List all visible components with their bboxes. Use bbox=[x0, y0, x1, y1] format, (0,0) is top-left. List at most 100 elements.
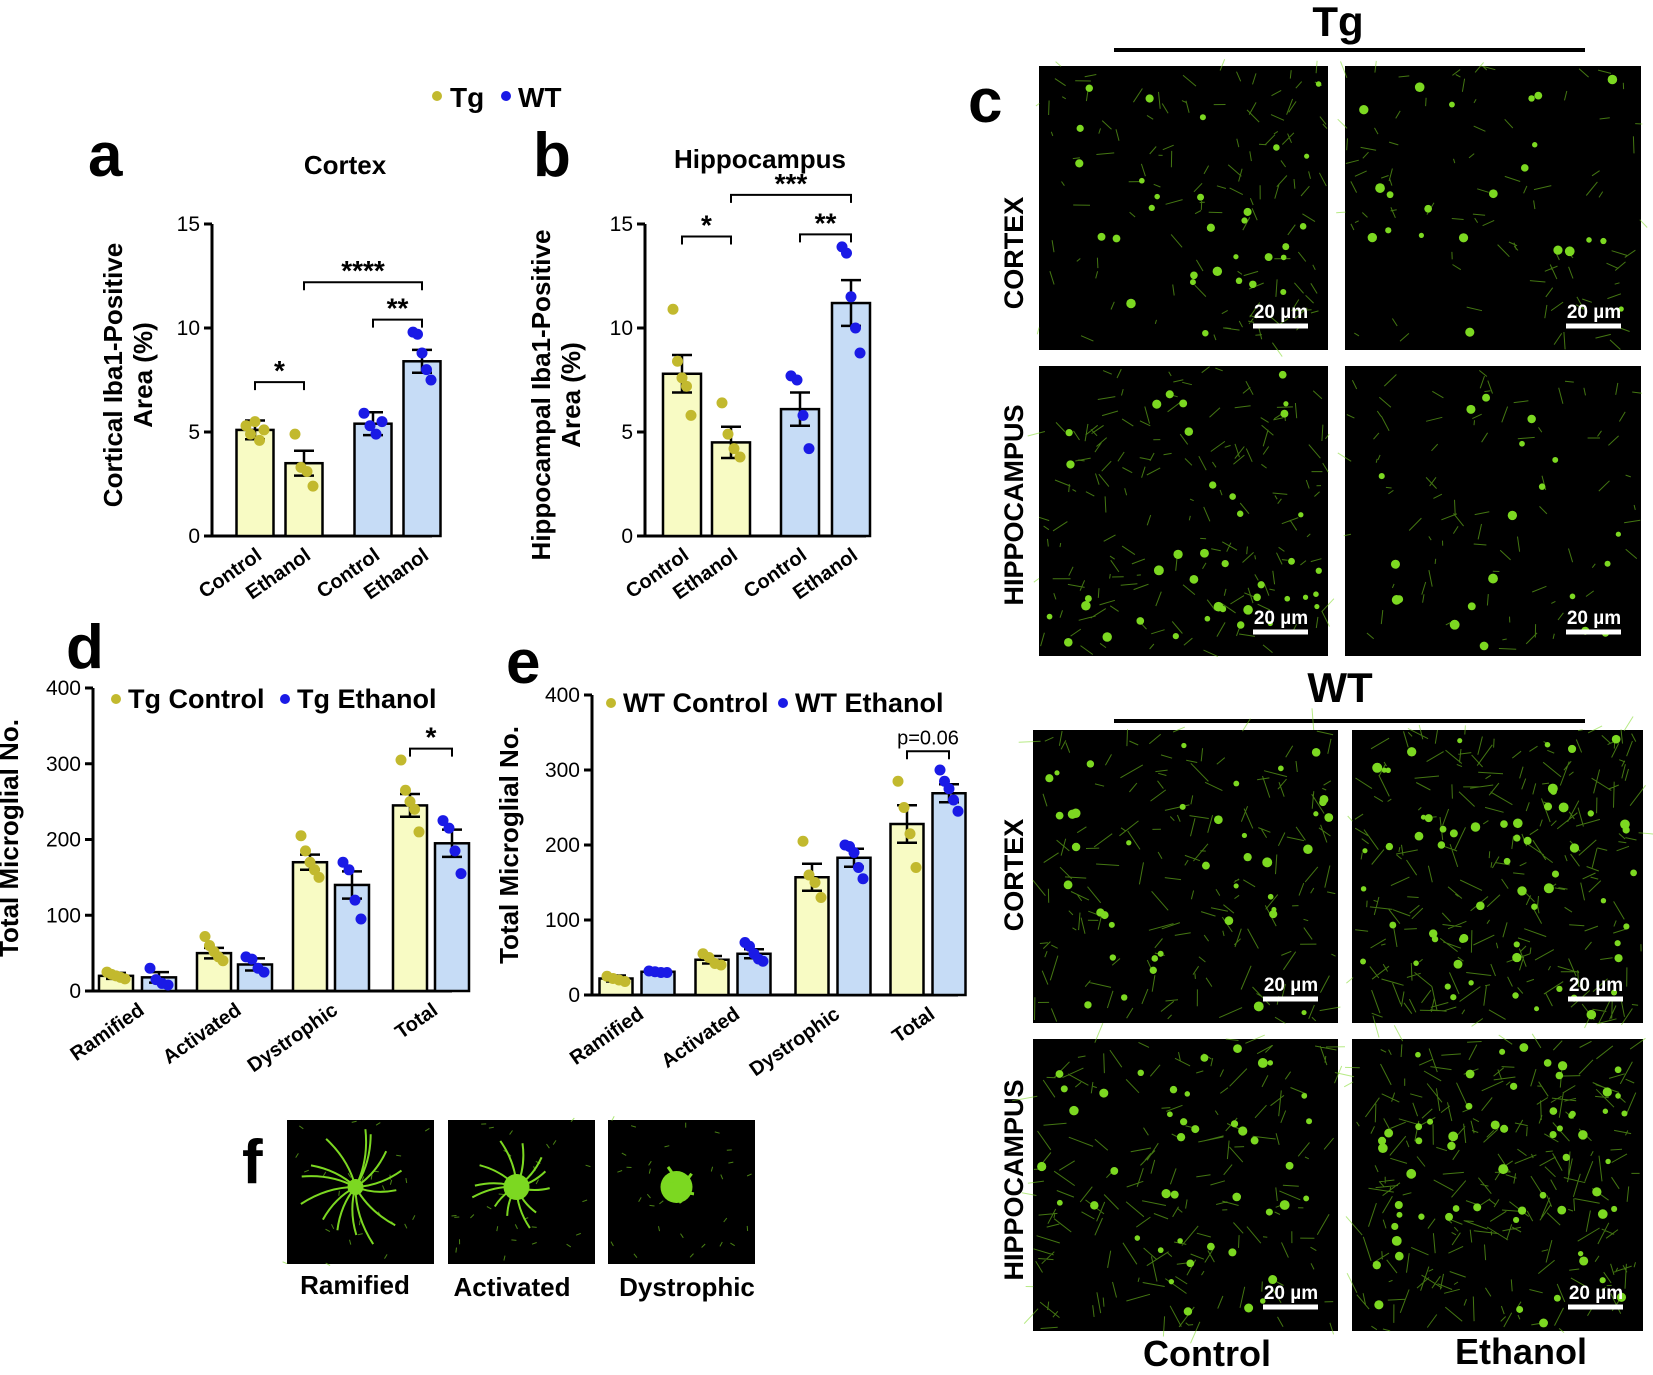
microglia-cell bbox=[1136, 617, 1145, 625]
microglia-cell bbox=[1313, 591, 1319, 597]
microglia-cell bbox=[1413, 960, 1419, 966]
microglia-cell bbox=[1304, 153, 1310, 159]
microglia-cell bbox=[1476, 901, 1485, 911]
microglia-cell bbox=[1407, 747, 1417, 757]
microglia-cell bbox=[1482, 393, 1491, 402]
microglia-cell bbox=[1045, 774, 1054, 783]
microglia-cell bbox=[1054, 770, 1060, 776]
microglia-cell bbox=[1519, 1043, 1529, 1052]
bar bbox=[402, 360, 442, 538]
microglia-cell bbox=[1097, 232, 1106, 241]
microglia-cell bbox=[1614, 1066, 1622, 1074]
microglia-cell bbox=[1451, 1132, 1458, 1140]
microglia-cell bbox=[1200, 1053, 1209, 1062]
microglia-cell bbox=[1056, 1199, 1063, 1206]
chart-cortex: 0 5 10 15 Cortical Iba1-Positive Area (%) Cort… bbox=[98, 150, 442, 604]
microglia-cell bbox=[1153, 565, 1164, 576]
microglia-cell bbox=[1149, 966, 1157, 974]
microglia-cell bbox=[1100, 911, 1109, 920]
data-point bbox=[681, 380, 692, 392]
microglia-cell bbox=[1214, 604, 1220, 610]
microglia-cell bbox=[1230, 1120, 1239, 1128]
microglia-cell bbox=[1190, 271, 1198, 280]
microglia-cell bbox=[1500, 820, 1508, 828]
significance-bracket bbox=[372, 318, 423, 328]
data-point bbox=[300, 845, 311, 857]
data-point bbox=[144, 962, 156, 974]
legend-dot bbox=[778, 698, 788, 708]
data-point bbox=[246, 953, 258, 965]
microglia-cell bbox=[1466, 404, 1476, 414]
microglia-cell bbox=[1553, 245, 1563, 255]
microglia-cell bbox=[1202, 329, 1209, 337]
microglia-cell bbox=[1161, 1188, 1171, 1199]
data-point bbox=[349, 894, 361, 906]
microglia-cell bbox=[1244, 1303, 1254, 1313]
data-point bbox=[841, 247, 852, 259]
microglia-cell bbox=[1108, 921, 1115, 928]
microglia-cell bbox=[1179, 399, 1188, 408]
data-point bbox=[395, 754, 407, 766]
data-point bbox=[413, 826, 425, 838]
microglia-cell bbox=[1303, 844, 1313, 854]
microglia-cell bbox=[1394, 1251, 1404, 1261]
microglia-cell bbox=[1549, 1130, 1557, 1139]
microscopy-background bbox=[1039, 66, 1328, 350]
significance-bracket bbox=[799, 233, 852, 243]
data-point bbox=[412, 328, 423, 340]
microglia-cell bbox=[1267, 893, 1274, 900]
x-tick-label: Activated bbox=[159, 999, 245, 1069]
morphology-soma bbox=[347, 1179, 364, 1195]
y-axis-label: Cortical Iba1-Positive bbox=[98, 243, 128, 507]
panel-letter-b: b bbox=[533, 121, 571, 190]
morphology-label-ramified: Ramified bbox=[300, 1270, 410, 1300]
data-point bbox=[449, 845, 461, 857]
microglia-cell bbox=[1064, 638, 1073, 647]
data-point bbox=[245, 428, 256, 440]
significance-bracket bbox=[906, 750, 950, 760]
microglia-cell bbox=[1069, 1105, 1079, 1116]
data-point bbox=[803, 443, 815, 455]
microglia-cell bbox=[1084, 1001, 1092, 1009]
y-axis-label: Hippocampal Iba1-Positive bbox=[526, 230, 556, 561]
microglia-cell bbox=[1081, 601, 1091, 611]
microscopy-image bbox=[1337, 366, 1642, 656]
y-tick-label: 0 bbox=[568, 984, 580, 1007]
microglia-cell bbox=[1221, 559, 1229, 568]
microglia-cell bbox=[1233, 780, 1240, 787]
microglia-cell bbox=[1534, 1006, 1540, 1012]
microglia-cell bbox=[1378, 473, 1385, 480]
morphology-image bbox=[608, 1116, 755, 1264]
bar bbox=[889, 822, 925, 997]
microglia-cell bbox=[1186, 1259, 1195, 1268]
microglia-cell bbox=[1567, 744, 1577, 754]
microglia-cell bbox=[1134, 1235, 1141, 1241]
microglia-cell bbox=[1170, 1190, 1179, 1199]
microglia-cell bbox=[1396, 1211, 1403, 1218]
data-point bbox=[934, 764, 946, 776]
microglia-cell bbox=[1076, 124, 1084, 132]
microglia-cell bbox=[1449, 829, 1458, 838]
microglia-cell bbox=[1391, 595, 1402, 605]
data-point bbox=[249, 416, 261, 428]
microglia-cell bbox=[1372, 1260, 1381, 1270]
y-axis-label: Area (%) bbox=[128, 322, 158, 427]
bar bbox=[779, 407, 821, 538]
microscopy-image bbox=[1334, 1025, 1646, 1333]
microglia-cell bbox=[1543, 802, 1553, 811]
microglia-cell bbox=[1611, 734, 1621, 744]
significance-label: * bbox=[274, 355, 285, 386]
microglia-cell bbox=[1444, 983, 1451, 990]
data-point bbox=[619, 976, 631, 987]
x-tick-label: Dystrophic bbox=[244, 999, 342, 1077]
microscopy-image bbox=[1346, 716, 1653, 1038]
panel-letter-c: c bbox=[968, 67, 1002, 136]
morphology-soma bbox=[660, 1171, 693, 1203]
microglia-processes bbox=[1018, 708, 1341, 1024]
morphology-background-fibers bbox=[610, 1116, 752, 1259]
microglia-processes bbox=[1012, 1022, 1346, 1344]
panel-letter-a: a bbox=[88, 121, 123, 190]
microglia-cell bbox=[1385, 227, 1392, 234]
data-point bbox=[797, 409, 809, 421]
